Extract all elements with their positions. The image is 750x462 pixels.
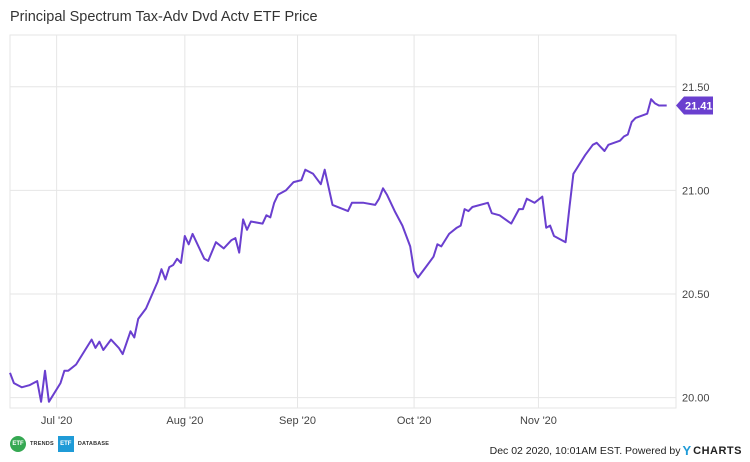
y-tick-label: 21.00 — [682, 185, 710, 197]
etf-database-logo-text: DATABASE — [77, 441, 110, 447]
x-tick-label: Aug '20 — [166, 415, 203, 427]
last-value-label: 21.41 — [685, 100, 713, 112]
x-tick-label: Sep '20 — [279, 415, 316, 427]
x-tick-label: Jul '20 — [41, 415, 72, 427]
y-tick-label: 20.00 — [682, 393, 710, 405]
last-value-badge: 21.41 — [676, 96, 713, 115]
x-tick-label: Oct '20 — [397, 415, 432, 427]
timestamp-text: Dec 02 2020, 10:01AM EST. Powered by — [489, 444, 681, 457]
chart-gridlines — [9, 34, 677, 409]
y-axis-ticks: 20.00 20.50 21.00 21.50 — [682, 82, 710, 405]
y-tick-label: 21.50 — [682, 82, 710, 94]
ycharts-logo-y[interactable]: Y — [682, 443, 692, 458]
etf-database-logo-icon: ETF — [57, 436, 74, 452]
ycharts-logo-text[interactable]: CHARTS — [693, 444, 742, 457]
plot-frame — [9, 34, 677, 409]
last-value-badge-shape — [676, 96, 713, 115]
y-tick-label: 20.50 — [682, 289, 710, 301]
etf-trends-logo-text: TRENDS — [30, 441, 54, 447]
x-tick-label: Nov '20 — [520, 415, 557, 427]
chart-footer: Dec 02 2020, 10:01AM EST. Powered by Y CH… — [490, 443, 742, 458]
chart-title: Principal Spectrum Tax-Adv Dvd Actv ETF … — [10, 9, 318, 25]
x-axis-ticks: Jul '20 Aug '20 Sep '20 Oct '20 Nov '20 — [41, 415, 557, 427]
etf-logos: ETF TRENDS ETF DATABASE — [10, 436, 109, 452]
etf-trends-logo-icon: ETF — [10, 436, 26, 452]
price-series-line — [9, 98, 667, 403]
